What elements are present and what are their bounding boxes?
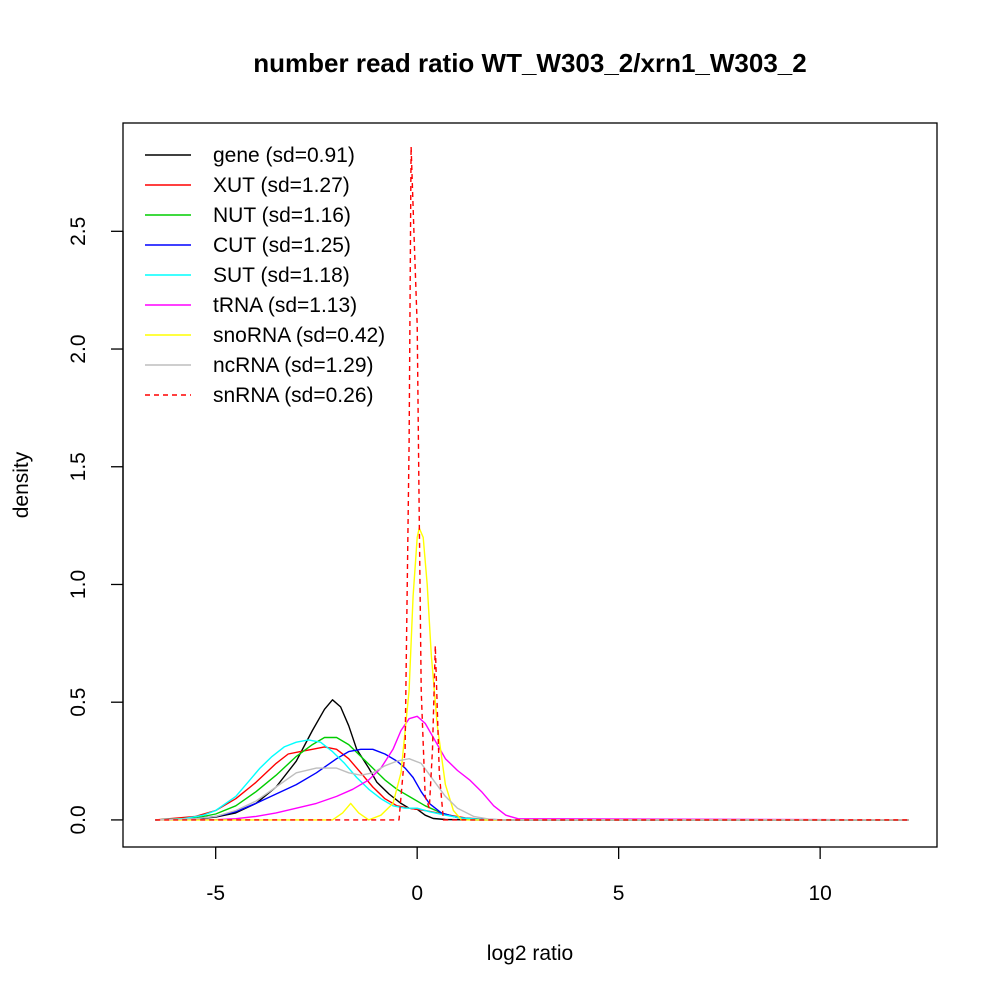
axes-layer: -5 0 5 10 0.0 0.5 1.0 1.5 2.0 2.5	[67, 217, 832, 905]
series-line-sut	[155, 739, 909, 821]
y-axis-label: density	[10, 451, 33, 518]
y-tick-label: 0.0	[67, 805, 90, 834]
legend-label-sut: SUT (sd=1.18)	[213, 264, 350, 287]
legend-label-cut: CUT (sd=1.25)	[213, 234, 351, 257]
y-tick-label: 1.5	[67, 452, 90, 481]
y-tick-label: 2.5	[67, 217, 90, 246]
series-layer	[155, 145, 909, 821]
plot-frame	[122, 122, 938, 848]
legend-label-ncrna: ncRNA (sd=1.29)	[213, 354, 374, 377]
series-line-trna	[155, 715, 909, 821]
legend-label-nut: NUT (sd=1.16)	[213, 204, 351, 227]
series-line-xut	[155, 746, 909, 821]
x-axis-label: log2 ratio	[487, 942, 573, 965]
legend-label-xut: XUT (sd=1.27)	[213, 174, 350, 197]
legend: gene (sd=0.91) XUT (sd=1.27) NUT (sd=1.16)…	[145, 144, 385, 407]
x-tick-label: -5	[206, 882, 225, 905]
chart-title: number read ratio WT_W303_2/xrn1_W303_2	[253, 48, 806, 78]
y-tick-label: 0.5	[67, 688, 90, 717]
legend-label-gene: gene (sd=0.91)	[213, 144, 355, 167]
y-tick-label: 1.0	[67, 570, 90, 599]
y-tick-label: 2.0	[67, 334, 90, 363]
legend-label-trna: tRNA (sd=1.13)	[213, 294, 357, 317]
x-tick-label: 0	[411, 882, 423, 905]
legend-label-snorna: snoRNA (sd=0.42)	[213, 324, 385, 347]
legend-label-snrna: snRNA (sd=0.26)	[213, 384, 374, 407]
series-line-ncrna	[155, 758, 909, 821]
x-tick-label: 5	[613, 882, 625, 905]
x-tick-label: 10	[808, 882, 831, 905]
series-line-snorna	[155, 527, 909, 821]
series-line-nut	[155, 736, 909, 821]
